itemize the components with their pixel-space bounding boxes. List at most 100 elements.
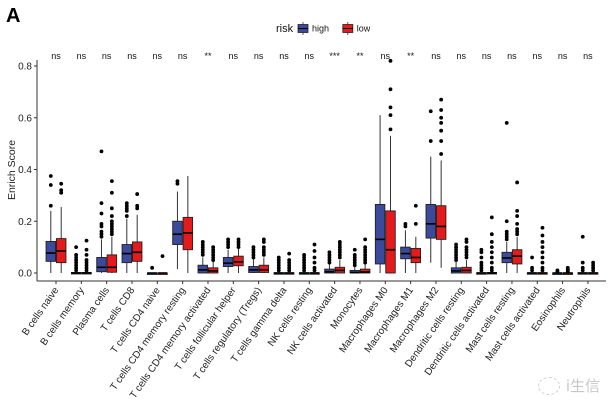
outlier-point xyxy=(337,240,342,244)
box-iqr xyxy=(435,205,447,240)
significance-label: ns xyxy=(102,51,112,61)
box-low xyxy=(207,245,219,274)
box-high xyxy=(324,250,335,274)
outlier-point xyxy=(99,211,104,216)
outlier-point xyxy=(439,152,444,156)
outlier-point xyxy=(428,139,433,143)
significance-label: ns xyxy=(51,51,61,61)
box-low xyxy=(309,242,320,275)
outlier-point xyxy=(530,265,534,270)
significance-label: *** xyxy=(329,51,340,61)
outlier-point xyxy=(135,203,140,208)
significance-label: ns xyxy=(507,51,517,61)
significance-label: ns xyxy=(558,51,568,61)
outlier-point xyxy=(175,179,180,184)
box-high xyxy=(172,179,183,270)
outlier-point xyxy=(479,247,484,252)
box-high xyxy=(70,245,82,275)
box-low xyxy=(258,237,270,273)
box-high xyxy=(222,237,234,273)
box-high xyxy=(146,265,158,275)
outlier-point xyxy=(59,188,64,193)
outlier-point xyxy=(489,255,494,260)
outlier-point xyxy=(530,255,534,260)
outlier-point xyxy=(555,268,560,273)
outlier-point xyxy=(287,258,292,262)
outlier-point xyxy=(312,255,317,260)
outlier-point xyxy=(124,214,129,218)
outlier-point xyxy=(515,180,520,185)
box-low xyxy=(435,97,447,268)
outlier-point xyxy=(388,127,393,132)
outlier-point xyxy=(99,201,104,206)
box-high xyxy=(349,247,360,274)
y-axis-label: Enrich Score xyxy=(6,140,18,200)
outlier-point xyxy=(48,203,53,208)
outlier-point xyxy=(388,113,393,118)
significance-label: ns xyxy=(178,51,188,61)
outlier-point xyxy=(540,255,545,260)
box-high xyxy=(197,240,208,274)
box-iqr xyxy=(374,203,386,265)
box-low xyxy=(106,179,118,273)
panel-label: A xyxy=(6,5,20,27)
box-low xyxy=(537,225,548,275)
outlier-point xyxy=(489,250,494,255)
y-tick-label: 0.0 xyxy=(18,269,32,280)
outlier-point xyxy=(580,234,585,239)
box-low xyxy=(385,58,396,274)
outlier-point xyxy=(363,237,368,242)
box-low xyxy=(562,265,573,275)
outlier-point xyxy=(109,206,114,211)
box-high xyxy=(96,149,107,273)
boxes xyxy=(45,58,599,275)
box-low xyxy=(182,175,194,273)
outlier-point xyxy=(74,252,79,257)
outlier-point xyxy=(109,214,114,218)
box-high xyxy=(425,109,436,263)
significance-label: ** xyxy=(356,51,364,61)
y-tick-label: 0.8 xyxy=(18,62,32,73)
outlier-point xyxy=(352,247,357,252)
box-high xyxy=(552,268,563,275)
outlier-point xyxy=(363,245,368,250)
legend-title: risk xyxy=(276,23,294,35)
significance-label: ns xyxy=(583,51,593,61)
outlier-point xyxy=(226,237,231,242)
outlier-point xyxy=(84,247,89,252)
wechat-icon xyxy=(537,376,560,395)
outlier-point xyxy=(261,237,266,242)
outlier-point xyxy=(312,260,317,265)
outlier-point xyxy=(439,128,444,133)
outlier-point xyxy=(479,255,484,260)
outlier-point xyxy=(515,214,520,218)
box-low xyxy=(587,260,599,275)
box-low xyxy=(511,180,523,273)
outlier-point xyxy=(439,97,444,102)
box-high xyxy=(121,201,132,273)
outlier-point xyxy=(540,250,545,255)
outlier-point xyxy=(150,265,155,270)
outlier-point xyxy=(504,229,509,234)
outlier-point xyxy=(84,258,89,262)
box-low xyxy=(131,192,143,273)
box-high xyxy=(501,121,512,273)
outlier-point xyxy=(109,190,114,195)
box-low xyxy=(461,237,472,274)
outlier-point xyxy=(591,260,596,265)
outlier-point xyxy=(439,108,444,112)
box-iqr xyxy=(425,203,436,239)
outlier-point xyxy=(439,121,444,125)
outlier-point xyxy=(84,252,89,257)
outlier-point xyxy=(236,237,241,242)
significance-label: ns xyxy=(254,51,264,61)
outlier-point xyxy=(388,58,393,63)
outlier-point xyxy=(489,260,494,265)
outlier-point xyxy=(540,245,545,250)
outlier-point xyxy=(312,265,317,270)
outlier-point xyxy=(109,219,114,224)
outlier-point xyxy=(479,260,484,265)
outlier-point xyxy=(327,250,332,255)
